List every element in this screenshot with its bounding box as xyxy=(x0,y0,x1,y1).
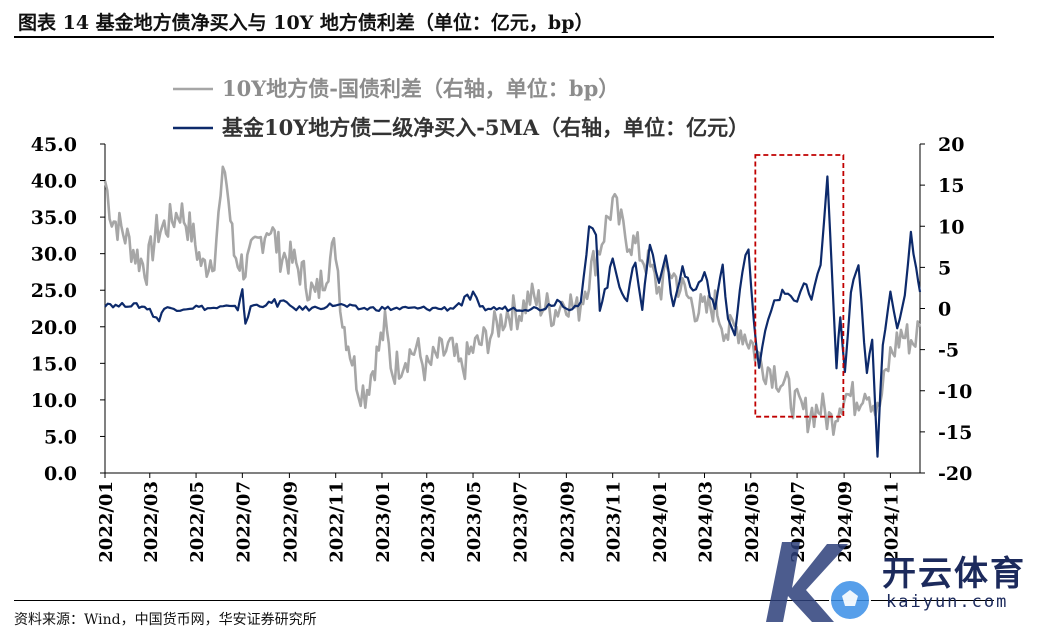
x-tick-label: 2023/11 xyxy=(604,481,625,563)
x-tick-label: 2024/09 xyxy=(835,481,856,563)
x-tick-label: 2023/09 xyxy=(557,481,578,563)
x-tick-label: 2024/11 xyxy=(881,481,902,563)
x-tick-label: 2022/03 xyxy=(141,481,162,563)
net-buy-series-line xyxy=(104,175,922,458)
chart-legend: 10Y地方债-国债利差（右轴，单位：bp） 基金10Y地方债二级净买入-5MA（右… xyxy=(173,76,749,140)
right-tick-label: 10 xyxy=(938,216,964,238)
x-tick-label: 2022/05 xyxy=(187,481,208,563)
legend-label-net-buy: 基金10Y地方债二级净买入-5MA（右轴，单位：亿元） xyxy=(222,115,749,140)
left-tick-label: 0.0 xyxy=(44,463,77,485)
line-chart: 10Y地方债-国债利差（右轴，单位：bp） 基金10Y地方债二级净买入-5MA（右… xyxy=(31,76,973,563)
x-tick-label: 2023/03 xyxy=(418,481,439,563)
right-tick-label: -20 xyxy=(938,463,972,485)
right-tick-label: 15 xyxy=(938,175,964,197)
left-tick-label: 20.0 xyxy=(31,317,77,339)
x-tick-label: 2024/05 xyxy=(742,481,763,563)
legend-label-spread: 10Y地方债-国债利差（右轴，单位：bp） xyxy=(222,76,619,101)
right-tick-label: -10 xyxy=(938,381,972,403)
left-tick-label: 15.0 xyxy=(31,353,77,375)
left-tick-label: 25.0 xyxy=(31,280,77,302)
watermark-brand-text: 开云体育 xyxy=(882,554,1026,594)
highlight-box xyxy=(754,154,845,418)
watermark: 开云体育 kaiyun.com xyxy=(752,530,1042,630)
x-tick-label: 2024/03 xyxy=(695,481,716,563)
x-tick-label: 2022/01 xyxy=(96,481,117,563)
x-tick-label: 2023/07 xyxy=(510,481,531,563)
source-note: 资料来源：Wind，中国货币网，华安证券研究所 xyxy=(14,600,994,629)
right-tick-label: 5 xyxy=(938,257,951,279)
x-tick-label: 2022/11 xyxy=(327,481,348,563)
left-tick-label: 5.0 xyxy=(44,426,77,448)
left-tick-label: 10.0 xyxy=(31,390,77,412)
watermark-logo-icon xyxy=(766,542,871,622)
left-tick-label: 40.0 xyxy=(31,171,77,193)
x-tick-label: 2024/01 xyxy=(650,481,671,563)
chart-axes: 0.0 5.0 10.0 15.0 20.0 25.0 30.0 35.0 40.0 45.0 -2… xyxy=(31,134,973,563)
spread-series-line xyxy=(103,165,922,436)
left-tick-label: 45.0 xyxy=(31,134,77,156)
left-tick-label: 35.0 xyxy=(31,207,77,229)
x-tick-label: 2023/01 xyxy=(373,481,394,563)
title-bar: 图表 14 基金地方债净买入与 10Y 地方债利差（单位：亿元，bp） xyxy=(14,6,994,38)
watermark-url-text: kaiyun.com xyxy=(886,592,1009,612)
x-tick-label: 2022/07 xyxy=(233,481,254,563)
right-tick-label: -5 xyxy=(938,340,959,362)
left-tick-label: 30.0 xyxy=(31,244,77,266)
right-tick-label: 20 xyxy=(938,134,964,156)
x-tick-label: 2022/09 xyxy=(280,481,301,563)
right-tick-label: 0 xyxy=(938,299,951,321)
chart-series xyxy=(103,165,922,458)
right-tick-label: -15 xyxy=(938,422,972,444)
x-tick-label: 2023/05 xyxy=(464,481,485,563)
figure-title: 图表 14 基金地方债净买入与 10Y 地方债利差（单位：亿元，bp） xyxy=(18,12,594,34)
